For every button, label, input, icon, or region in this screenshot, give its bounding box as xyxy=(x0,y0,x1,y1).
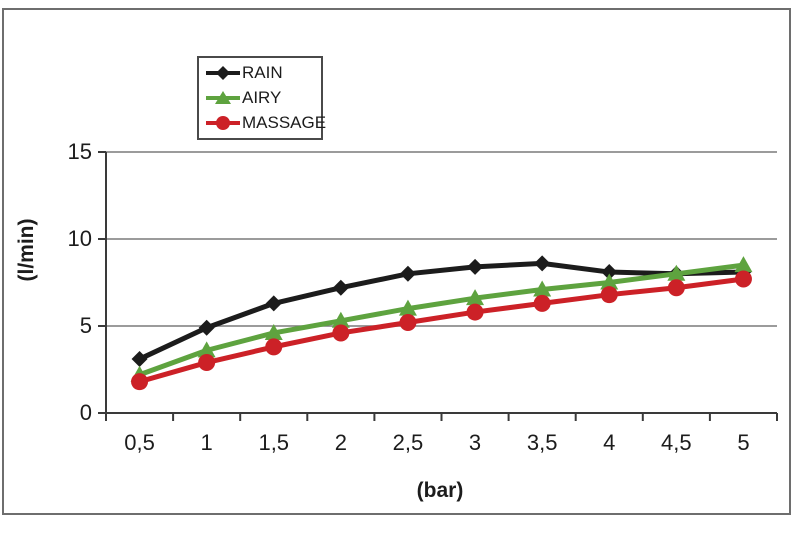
chart-outer-frame xyxy=(2,8,791,515)
massage-series-marker xyxy=(600,286,618,304)
x-axis-title: (bar) xyxy=(417,479,464,502)
y-tick-label: 15 xyxy=(68,139,92,164)
x-tick-label: 3 xyxy=(469,430,481,455)
x-tick-label: 1,5 xyxy=(258,430,289,455)
rain-series-marker xyxy=(332,279,349,296)
massage-series-marker xyxy=(466,303,484,321)
y-tick-label: 0 xyxy=(80,400,92,425)
rain-series-marker xyxy=(467,258,484,275)
rain-series-marker xyxy=(198,319,215,336)
airy-series-marker xyxy=(600,273,619,290)
legend-item-rain: RAIN xyxy=(206,61,319,85)
airy-series-marker xyxy=(533,280,552,297)
massage-series-marker xyxy=(198,354,216,372)
x-tick-label: 2 xyxy=(335,430,347,455)
massage-series-marker xyxy=(332,324,350,342)
massage-series-marker xyxy=(399,314,417,332)
rain-series-marker xyxy=(265,295,282,312)
massage-series-marker xyxy=(533,294,551,312)
rain-series-marker xyxy=(601,264,618,281)
massage-series-marker xyxy=(734,270,752,288)
airy-series-marker xyxy=(264,323,283,340)
y-axis-title: (l/min) xyxy=(15,219,38,282)
rain-series-marker xyxy=(399,265,416,282)
airy-series-marker xyxy=(466,289,485,306)
x-tick-label: 5 xyxy=(737,430,749,455)
y-tick-label: 5 xyxy=(80,313,92,338)
massage-series-marker xyxy=(131,373,149,391)
massage-series-line xyxy=(137,276,746,385)
legend-label-airy: AIRY xyxy=(242,87,282,107)
legend-label-rain: RAIN xyxy=(242,63,283,83)
x-tick-label: 4 xyxy=(603,430,615,455)
circle-icon xyxy=(206,115,240,130)
massage-series-marker xyxy=(667,279,685,297)
y-tick-label: 10 xyxy=(68,226,92,251)
legend-item-airy: AIRY xyxy=(206,86,319,110)
airy-series-marker xyxy=(197,341,216,358)
rain-series-line xyxy=(137,260,746,362)
x-tick-label: 3,5 xyxy=(527,430,558,455)
x-tick-label: 4,5 xyxy=(661,430,692,455)
airy-series-line xyxy=(137,262,746,378)
airy-series-marker xyxy=(667,264,686,281)
rain-series-marker xyxy=(534,255,551,272)
chart-legend: RAIN AIRY MASSAGE xyxy=(197,56,326,140)
x-tick-label: 1 xyxy=(201,430,213,455)
airy-series-marker xyxy=(398,299,417,316)
rain-series-marker xyxy=(131,351,148,368)
triangle-icon xyxy=(206,90,240,104)
diamond-icon xyxy=(206,66,240,81)
legend-item-massage: MASSAGE xyxy=(206,111,326,135)
massage-series-marker xyxy=(265,338,283,356)
airy-series-marker xyxy=(331,311,350,328)
x-tick-label: 0,5 xyxy=(124,430,155,455)
x-tick-label: 2,5 xyxy=(393,430,424,455)
legend-label-massage: MASSAGE xyxy=(242,112,327,132)
airy-series-marker xyxy=(734,256,753,273)
